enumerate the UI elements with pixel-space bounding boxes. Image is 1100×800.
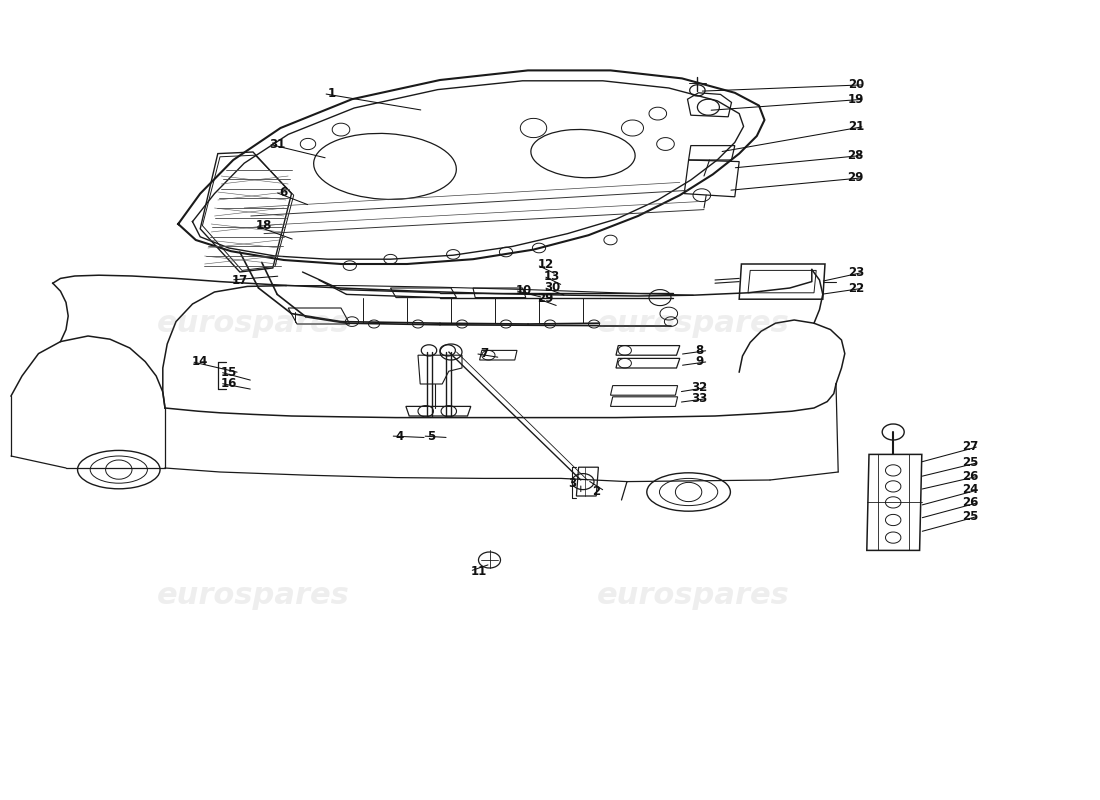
Text: 32: 32 <box>692 381 707 394</box>
Text: eurospares: eurospares <box>156 310 350 338</box>
Text: 16: 16 <box>221 377 236 390</box>
Text: 3: 3 <box>568 477 576 490</box>
Text: 19: 19 <box>848 93 864 106</box>
Text: 1: 1 <box>328 87 337 100</box>
Text: 30: 30 <box>544 281 560 294</box>
Text: 7: 7 <box>480 347 488 360</box>
Text: 31: 31 <box>270 138 285 150</box>
Text: 12: 12 <box>538 258 553 271</box>
Text: 13: 13 <box>544 270 560 282</box>
Text: 6: 6 <box>279 186 288 198</box>
Text: eurospares: eurospares <box>596 582 790 610</box>
Text: 33: 33 <box>692 392 707 405</box>
Text: 17: 17 <box>232 274 248 286</box>
Text: 14: 14 <box>192 355 208 368</box>
Text: 11: 11 <box>471 565 486 578</box>
Text: 26: 26 <box>962 470 978 482</box>
Text: 10: 10 <box>516 284 531 297</box>
Text: 5: 5 <box>427 430 436 442</box>
Text: 26: 26 <box>962 496 978 509</box>
Text: eurospares: eurospares <box>156 582 350 610</box>
Text: 27: 27 <box>962 440 978 453</box>
Text: 8: 8 <box>695 344 704 357</box>
Text: eurospares: eurospares <box>596 310 790 338</box>
Text: 4: 4 <box>395 430 404 442</box>
Text: 25: 25 <box>962 510 978 522</box>
Text: 9: 9 <box>695 355 704 368</box>
Text: 21: 21 <box>848 120 864 133</box>
Text: 25: 25 <box>962 456 978 469</box>
Text: 20: 20 <box>848 78 864 91</box>
Text: 28: 28 <box>848 149 864 162</box>
Text: 22: 22 <box>848 282 864 294</box>
Text: 24: 24 <box>962 483 978 496</box>
Text: 18: 18 <box>256 219 272 232</box>
Text: 29: 29 <box>538 292 553 305</box>
Text: 23: 23 <box>848 266 864 278</box>
Text: 2: 2 <box>592 485 601 498</box>
Text: 15: 15 <box>221 366 236 378</box>
Text: 29: 29 <box>848 171 864 184</box>
